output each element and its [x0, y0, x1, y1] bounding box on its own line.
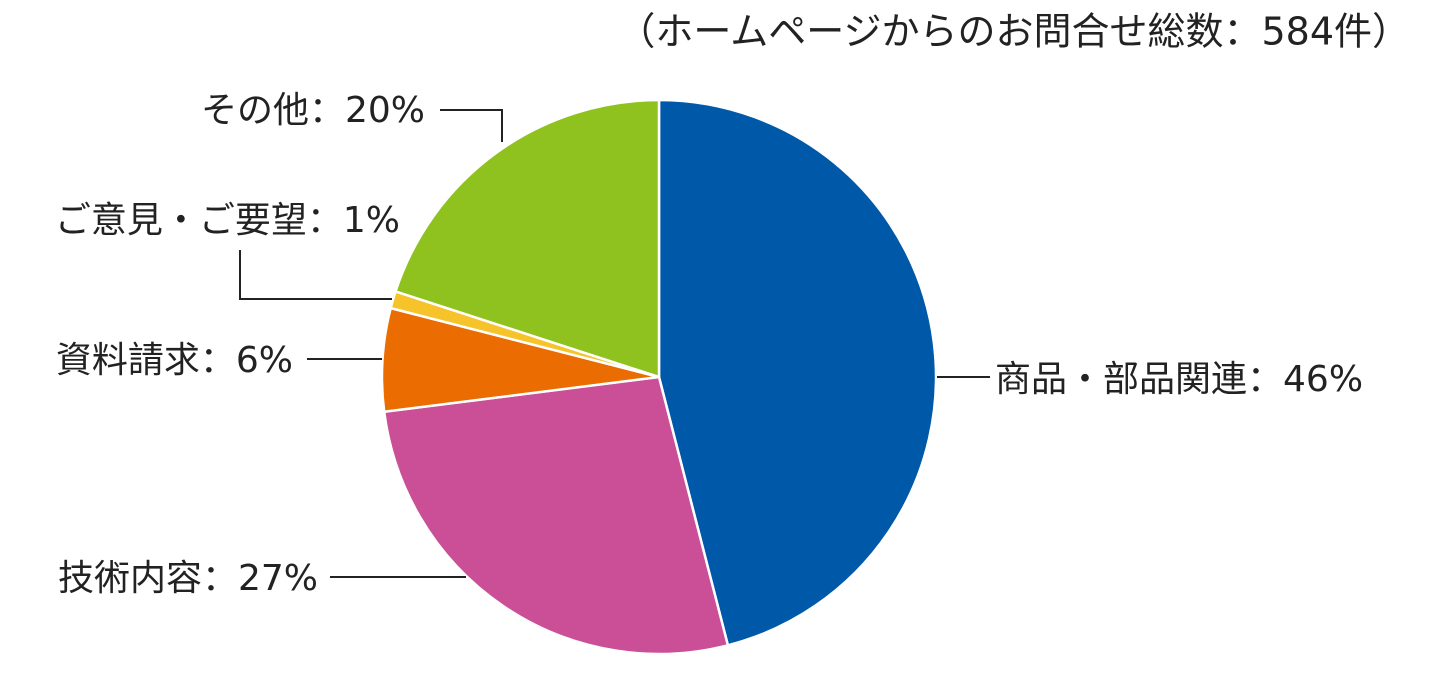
slice-label: 資料請求：6%	[56, 340, 293, 381]
value-label: 1%	[343, 200, 400, 241]
category-name: その他	[201, 90, 309, 131]
pie-slice	[657, 98, 938, 647]
slice-label: 技術内容：27%	[58, 558, 318, 599]
label-separator: ：	[200, 340, 236, 381]
category-name: 技術内容	[58, 558, 202, 599]
chart-title: （ホームページからのお問合せ総数：584件）	[617, 10, 1410, 54]
leader-line	[239, 250, 392, 300]
slice-label: 商品・部品関連：46%	[995, 359, 1363, 400]
label-separator: ：	[202, 558, 238, 599]
category-name: 資料請求	[56, 340, 200, 381]
label-separator: ：	[307, 200, 343, 241]
value-label: 20%	[345, 90, 425, 131]
slice-label: その他：20%	[201, 90, 425, 131]
value-label: 46%	[1283, 359, 1363, 400]
label-separator: ：	[309, 90, 345, 131]
value-label: 6%	[236, 340, 293, 381]
value-label: 27%	[238, 558, 318, 599]
category-name: 商品・部品関連	[995, 359, 1247, 400]
label-separator: ：	[1247, 359, 1283, 400]
pie-slice	[393, 98, 661, 379]
slice-label: ご意見・ご要望：1%	[55, 200, 400, 241]
category-name: ご意見・ご要望	[55, 200, 307, 241]
pie-slice	[382, 375, 730, 656]
leader-line	[440, 109, 503, 142]
